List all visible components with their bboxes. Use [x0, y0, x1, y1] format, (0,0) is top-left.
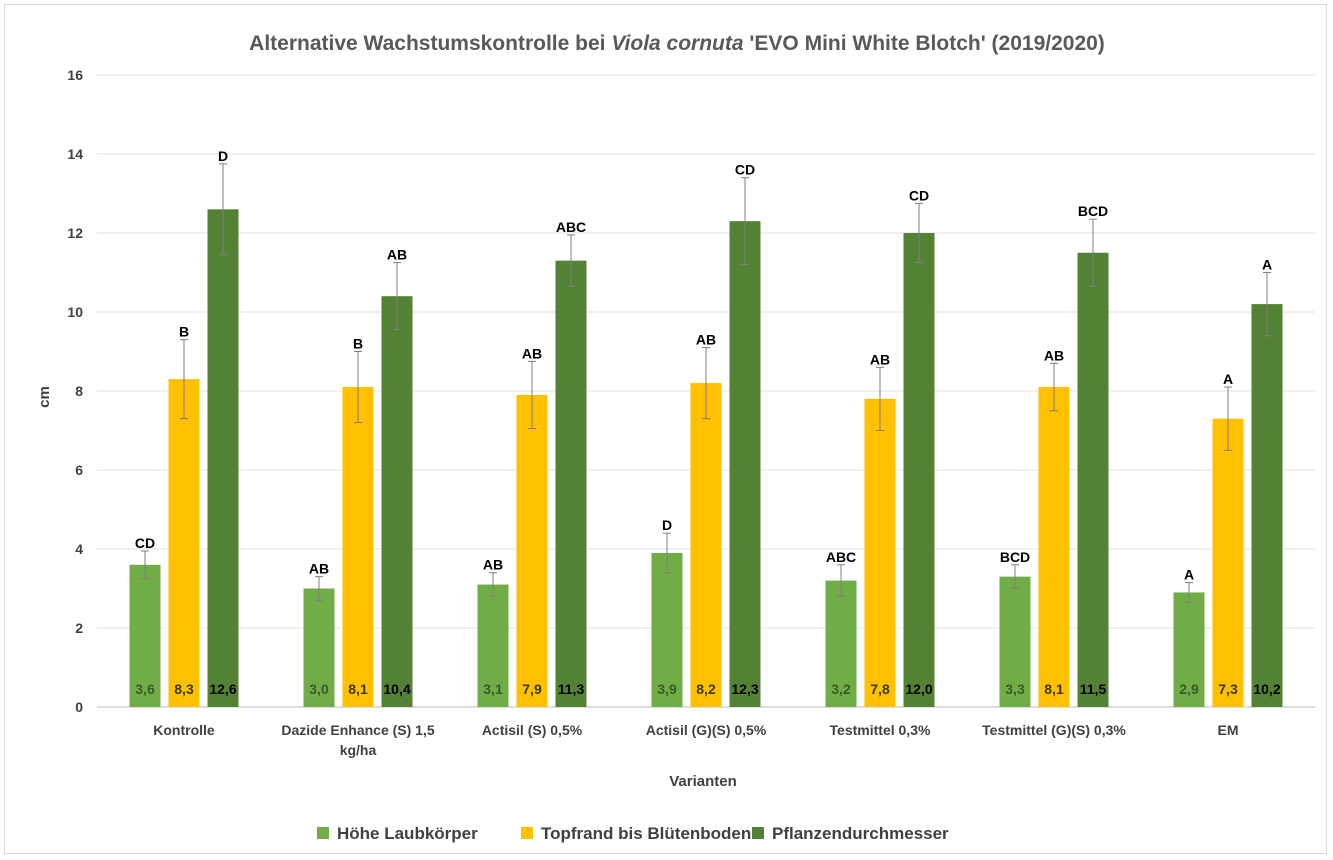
bar: [651, 552, 683, 707]
significance-letter: AB: [387, 247, 407, 263]
chart-title: Alternative Wachstumskontrolle bei Viola…: [249, 32, 1105, 55]
significance-letter: A: [1262, 257, 1272, 273]
significance-letter: AB: [309, 561, 329, 577]
data-label: 7,3: [1218, 681, 1238, 697]
x-tick-label: Actisil (G)(S) 0,5%: [646, 722, 767, 738]
data-label: 11,5: [1080, 681, 1107, 697]
significance-letter: AB: [522, 345, 542, 361]
data-label: 12,3: [731, 681, 758, 697]
x-tick-label: Testmittel 0,3%: [830, 722, 931, 738]
significance-letter: BCD: [1078, 203, 1108, 219]
data-label: 3,1: [483, 681, 503, 697]
data-label: 8,3: [174, 681, 194, 697]
data-label: 10,4: [383, 681, 410, 697]
data-label: 2,9: [1179, 681, 1199, 697]
data-label: 10,2: [1253, 681, 1280, 697]
significance-letter: B: [353, 336, 363, 352]
y-axis-ticks: 0 2 4 6 8 10 12 14 16: [67, 67, 83, 715]
bar: [381, 296, 413, 707]
chart-title-italic: Viola cornuta: [611, 32, 744, 55]
significance-letter: B: [179, 324, 189, 340]
x-axis-ticks: Kontrolle Dazide Enhance (S) 1,5 kg/ha Acti…: [153, 722, 1238, 758]
y-tick-label: 4: [75, 541, 83, 557]
bar: [1173, 592, 1205, 707]
x-tick-label: Testmittel (G)(S) 0,3%: [982, 722, 1126, 738]
legend-label: Pflanzendurchmesser: [772, 824, 949, 843]
legend-swatch: [521, 827, 533, 839]
y-tick-label: 10: [67, 304, 83, 320]
chart-title-rest: 'EVO Mini White Blotch' (2019/2020): [744, 32, 1105, 55]
significance-letter: ABC: [826, 549, 856, 565]
bar: [1077, 252, 1109, 707]
bar: [999, 576, 1031, 707]
significance-letter: AB: [483, 557, 503, 573]
x-tick-label: Actisil (S) 0,5%: [482, 722, 583, 738]
significance-letter: D: [662, 517, 672, 533]
bar: [303, 588, 335, 707]
significance-letter: A: [1184, 567, 1194, 583]
data-label: 3,9: [657, 681, 677, 697]
chart-title-main: Alternative Wachstumskontrolle bei: [249, 32, 611, 55]
data-label: 7,8: [870, 681, 890, 697]
bar-chart: Alternative Wachstumskontrolle bei Viola…: [36, 32, 1315, 843]
data-label: 12,6: [209, 681, 236, 697]
data-label: 3,6: [135, 681, 155, 697]
bars: CD 3,6 B 8,3 D 12,6 AB 3,0 B 8,1 AB 10,4 AB 3,1 AB 7,9 A…: [129, 148, 1283, 708]
data-label: 12,0: [905, 681, 932, 697]
data-label: 11,3: [558, 681, 585, 697]
y-tick-label: 6: [75, 462, 83, 478]
bar: [729, 221, 761, 707]
significance-letter: AB: [696, 332, 716, 348]
bar: [825, 580, 857, 707]
chart-frame: Alternative Wachstumskontrolle bei Viola…: [4, 4, 1327, 854]
bar: [903, 233, 935, 707]
bar: [864, 398, 896, 707]
significance-letter: AB: [1044, 347, 1064, 363]
legend: Höhe Laubkörper Topfrand bis Blütenboden P…: [317, 824, 949, 843]
bar: [342, 387, 374, 707]
x-tick-label: Dazide Enhance (S) 1,5: [281, 722, 434, 738]
y-tick-label: 8: [75, 383, 83, 399]
bar: [1038, 387, 1070, 707]
legend-label: Höhe Laubkörper: [337, 824, 478, 843]
data-label: 8,1: [348, 681, 368, 697]
significance-letter: CD: [735, 162, 755, 178]
y-tick-label: 2: [75, 620, 83, 636]
y-tick-label: 16: [67, 67, 83, 83]
bar: [1251, 304, 1283, 707]
significance-letter: AB: [870, 351, 890, 367]
significance-letter: ABC: [556, 219, 586, 235]
x-axis-label: Varianten: [669, 773, 737, 790]
legend-swatch: [317, 827, 329, 839]
y-tick-label: 0: [75, 699, 83, 715]
data-label: 3,2: [831, 681, 851, 697]
bar: [168, 379, 200, 707]
data-label: 8,1: [1044, 681, 1064, 697]
x-tick-label: Kontrolle: [153, 722, 215, 738]
significance-letter: CD: [135, 535, 155, 551]
significance-letter: CD: [909, 187, 929, 203]
bar: [690, 383, 722, 707]
y-tick-label: 12: [67, 225, 83, 241]
significance-letter: D: [218, 148, 228, 164]
data-label: 8,2: [696, 681, 716, 697]
bar: [1212, 418, 1244, 707]
bar: [555, 260, 587, 707]
significance-letter: A: [1223, 371, 1233, 387]
data-label: 7,9: [522, 681, 542, 697]
x-tick-label: kg/ha: [340, 742, 377, 758]
significance-letter: BCD: [1000, 549, 1030, 565]
data-label: 3,0: [309, 681, 329, 697]
y-axis-label: cm: [36, 386, 53, 408]
y-tick-label: 14: [67, 146, 83, 162]
data-label: 3,3: [1005, 681, 1025, 697]
bar: [477, 584, 509, 707]
legend-label: Topfrand bis Blütenboden: [541, 824, 751, 843]
bar: [129, 564, 161, 707]
bar: [516, 394, 548, 707]
legend-swatch: [752, 827, 764, 839]
x-tick-label: EM: [1218, 722, 1239, 738]
bar: [207, 209, 239, 708]
